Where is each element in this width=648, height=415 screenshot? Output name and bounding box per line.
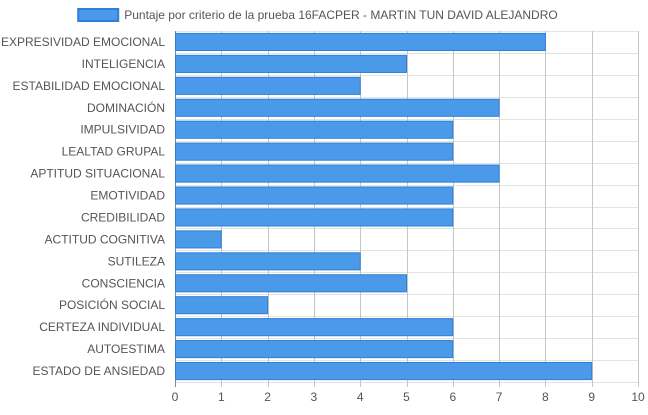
category-label: APTITUD SITUACIONAL	[30, 167, 165, 181]
bar[interactable]	[175, 142, 454, 161]
legend-label: Puntaje por criterio de la prueba 16FACP…	[124, 8, 557, 22]
x-tick-label: 8	[542, 390, 549, 404]
bar[interactable]	[175, 274, 407, 293]
category-label: ESTADO DE ANSIEDAD	[33, 364, 166, 378]
bar[interactable]	[175, 296, 269, 315]
bar[interactable]	[175, 361, 593, 381]
category-label: EXPRESIVIDAD EMOCIONAL	[1, 35, 165, 49]
x-tick-label: 6	[449, 390, 456, 404]
bar[interactable]	[175, 54, 407, 73]
category-label: SUTILEZA	[108, 254, 165, 268]
bar[interactable]	[175, 98, 500, 117]
x-tick-label: 4	[357, 390, 364, 404]
bar[interactable]	[175, 318, 454, 337]
category-label: POSICIÓN SOCIAL	[59, 297, 165, 312]
legend[interactable]: Puntaje por criterio de la prueba 16FACP…	[77, 8, 558, 22]
category-label: EMOTIVIDAD	[90, 189, 165, 203]
x-tick-label: 10	[631, 390, 645, 404]
category-label: ESTABILIDAD EMOCIONAL	[13, 79, 166, 93]
x-tick-label: 1	[218, 390, 225, 404]
bar[interactable]	[175, 164, 500, 183]
bar[interactable]	[175, 340, 454, 359]
category-label: IMPULSIVIDAD	[80, 123, 165, 137]
bar[interactable]	[175, 76, 361, 95]
x-tick-label: 0	[172, 390, 179, 404]
category-label: CONSCIENCIA	[82, 276, 165, 290]
legend-swatch[interactable]	[77, 8, 120, 22]
bar[interactable]	[175, 186, 454, 205]
bar[interactable]	[175, 252, 361, 271]
bar[interactable]	[175, 208, 454, 227]
bar[interactable]	[175, 32, 546, 52]
category-label: ACTITUD COGNITIVA	[45, 232, 165, 246]
category-label: LEALTAD GRUPAL	[62, 145, 166, 159]
x-tick-label: 7	[496, 390, 503, 404]
category-label: CERTEZA INDIVIDUAL	[39, 320, 165, 334]
x-tick-label: 5	[403, 390, 410, 404]
category-label: DOMINACIÓN	[87, 100, 165, 115]
category-label: AUTOESTIMA	[87, 342, 165, 356]
x-tick-label: 3	[311, 390, 318, 404]
x-tick-label: 9	[588, 390, 595, 404]
category-label: CREDIBILIDAD	[81, 210, 165, 224]
x-tick-label: 2	[264, 390, 271, 404]
category-label: INTELIGENCIA	[82, 57, 165, 71]
bar[interactable]	[175, 230, 222, 249]
bar[interactable]	[175, 120, 454, 139]
